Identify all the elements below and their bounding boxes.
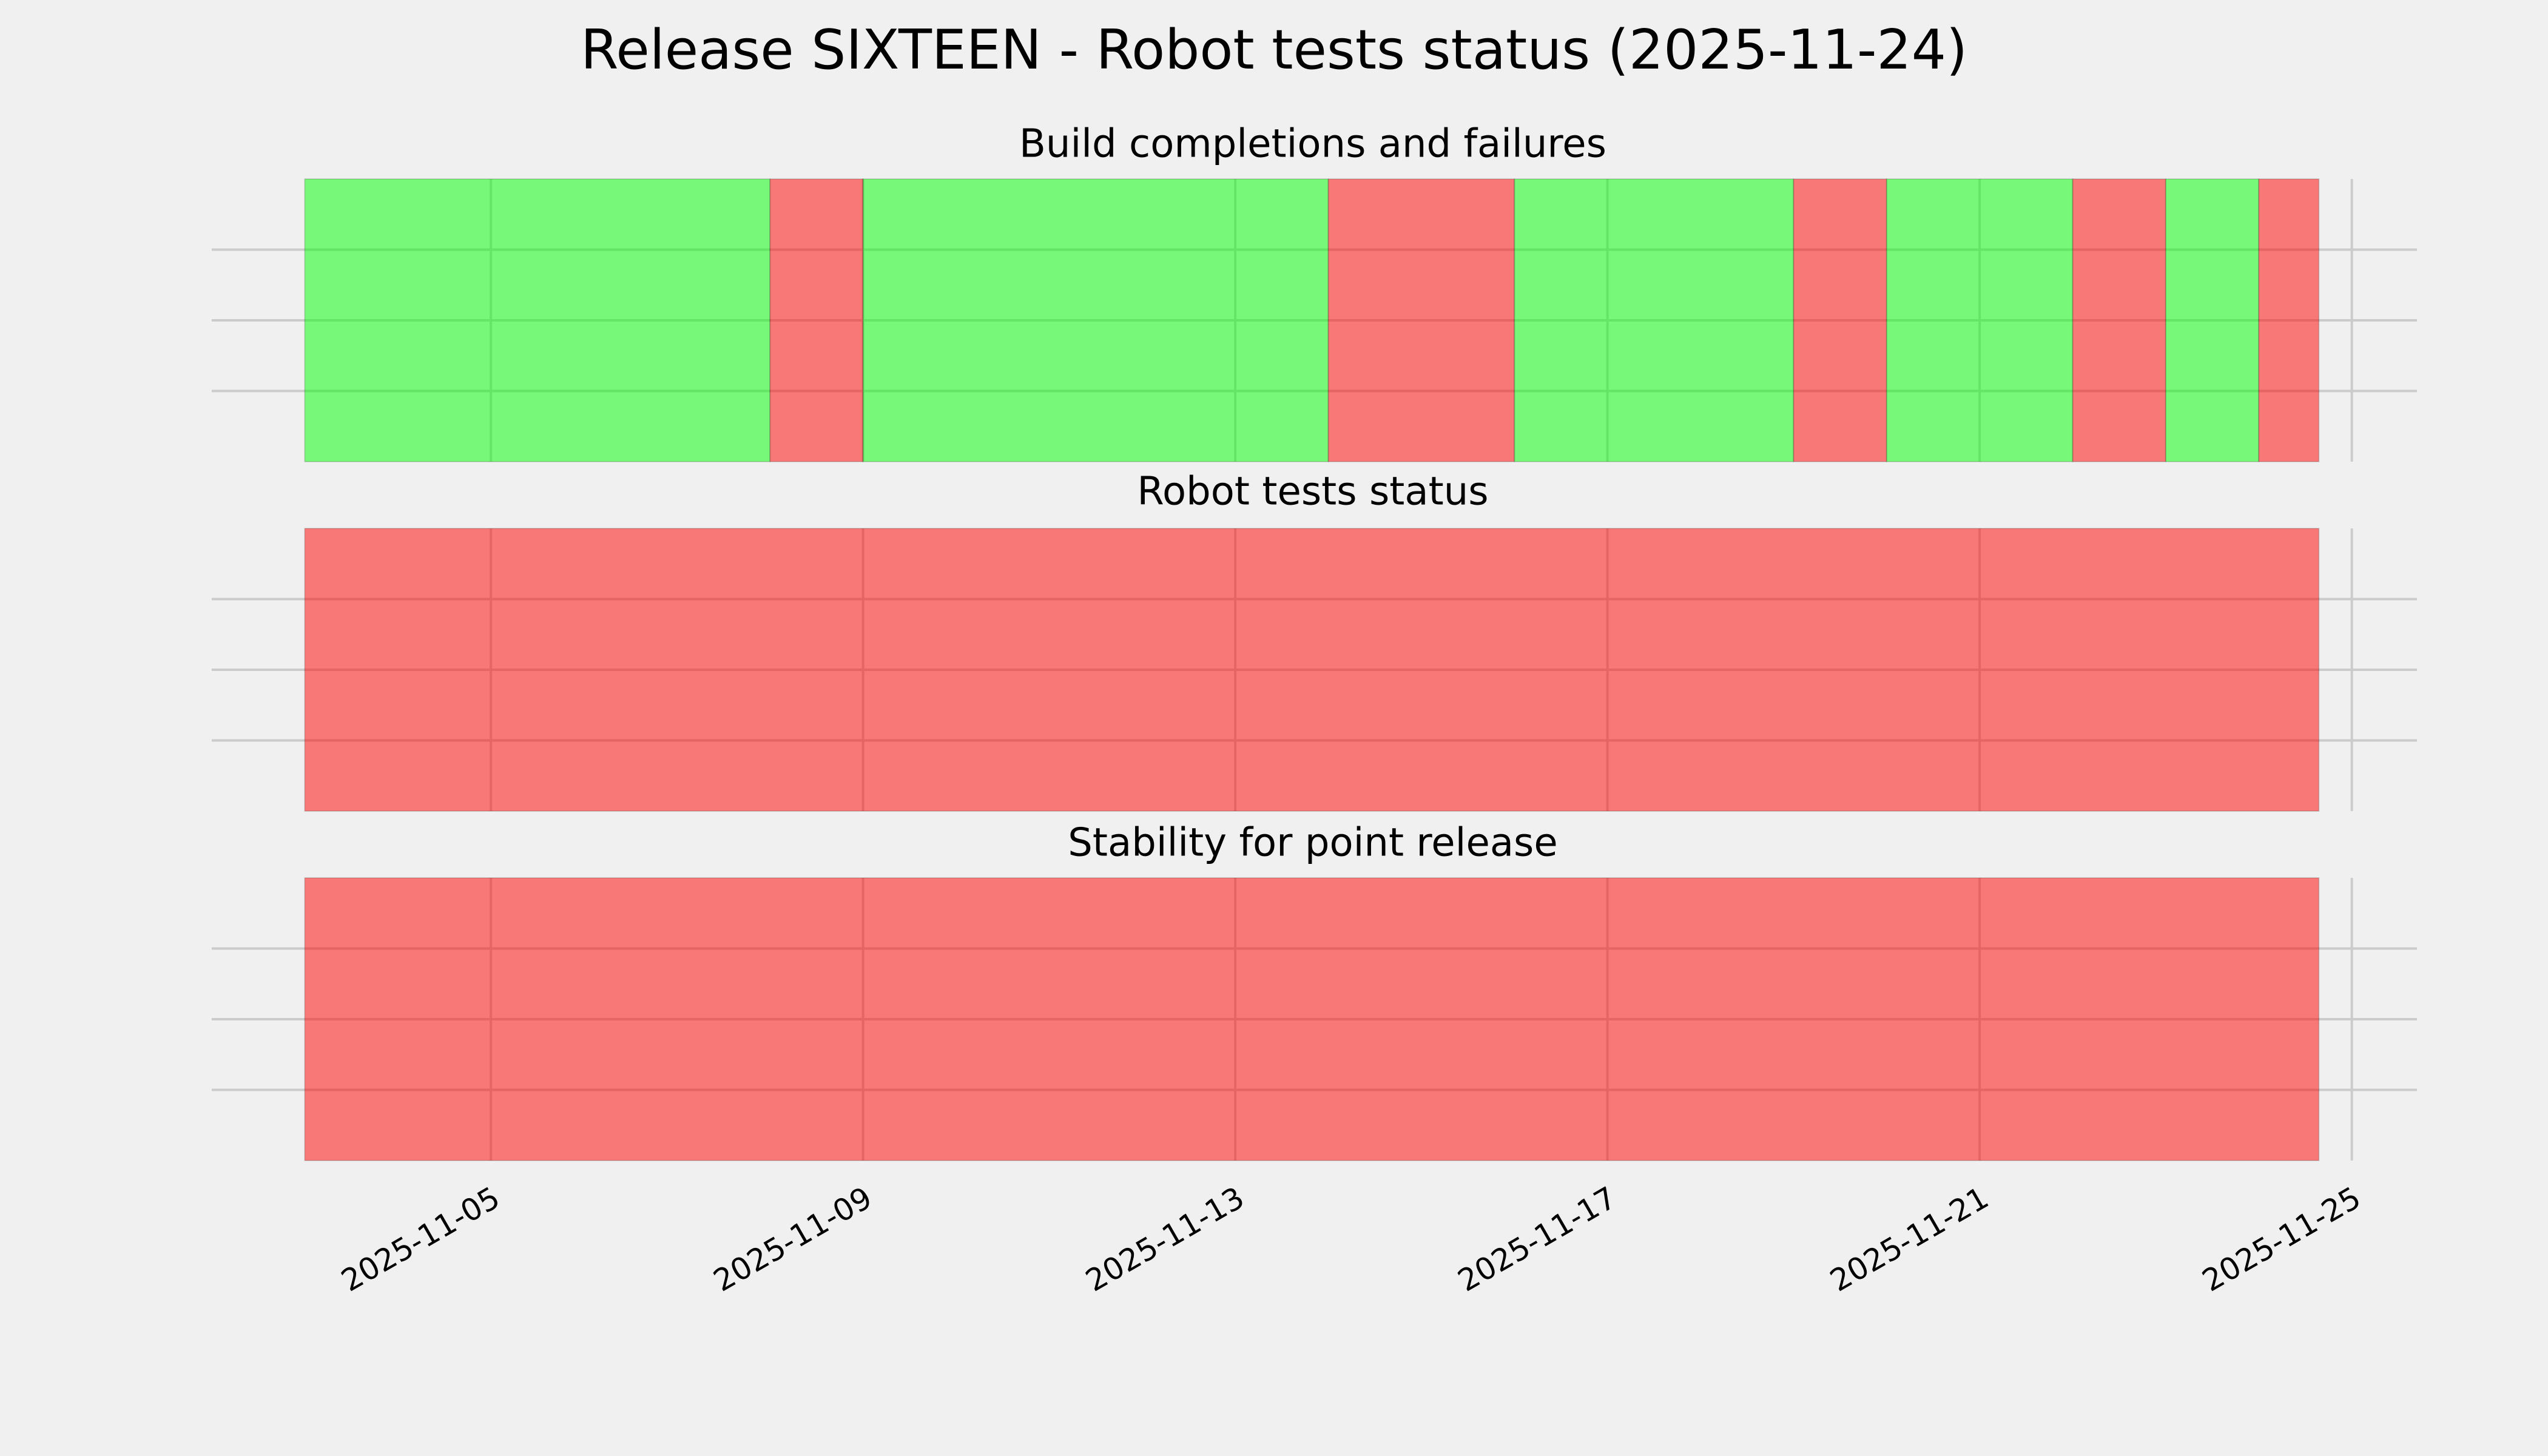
subplot-title: Build completions and failures <box>1019 122 1606 167</box>
status-segment <box>769 178 864 462</box>
status-segment <box>1886 178 2074 462</box>
subplot-title: Stability for point release <box>1068 821 1558 866</box>
status-segment <box>304 178 771 462</box>
status-segment <box>2258 178 2320 462</box>
status-segment <box>862 178 1329 462</box>
status-segment <box>2072 178 2166 462</box>
status-segment <box>1793 178 1887 462</box>
status-segment <box>304 877 2320 1161</box>
status-segment <box>304 528 2320 812</box>
status-segment <box>1327 178 1515 462</box>
status-segment <box>2165 178 2260 462</box>
figure-title: Release SIXTEEN - Robot tests status (20… <box>581 18 1967 82</box>
subplot-title: Robot tests status <box>1137 470 1488 514</box>
status-segment <box>1514 178 1795 462</box>
